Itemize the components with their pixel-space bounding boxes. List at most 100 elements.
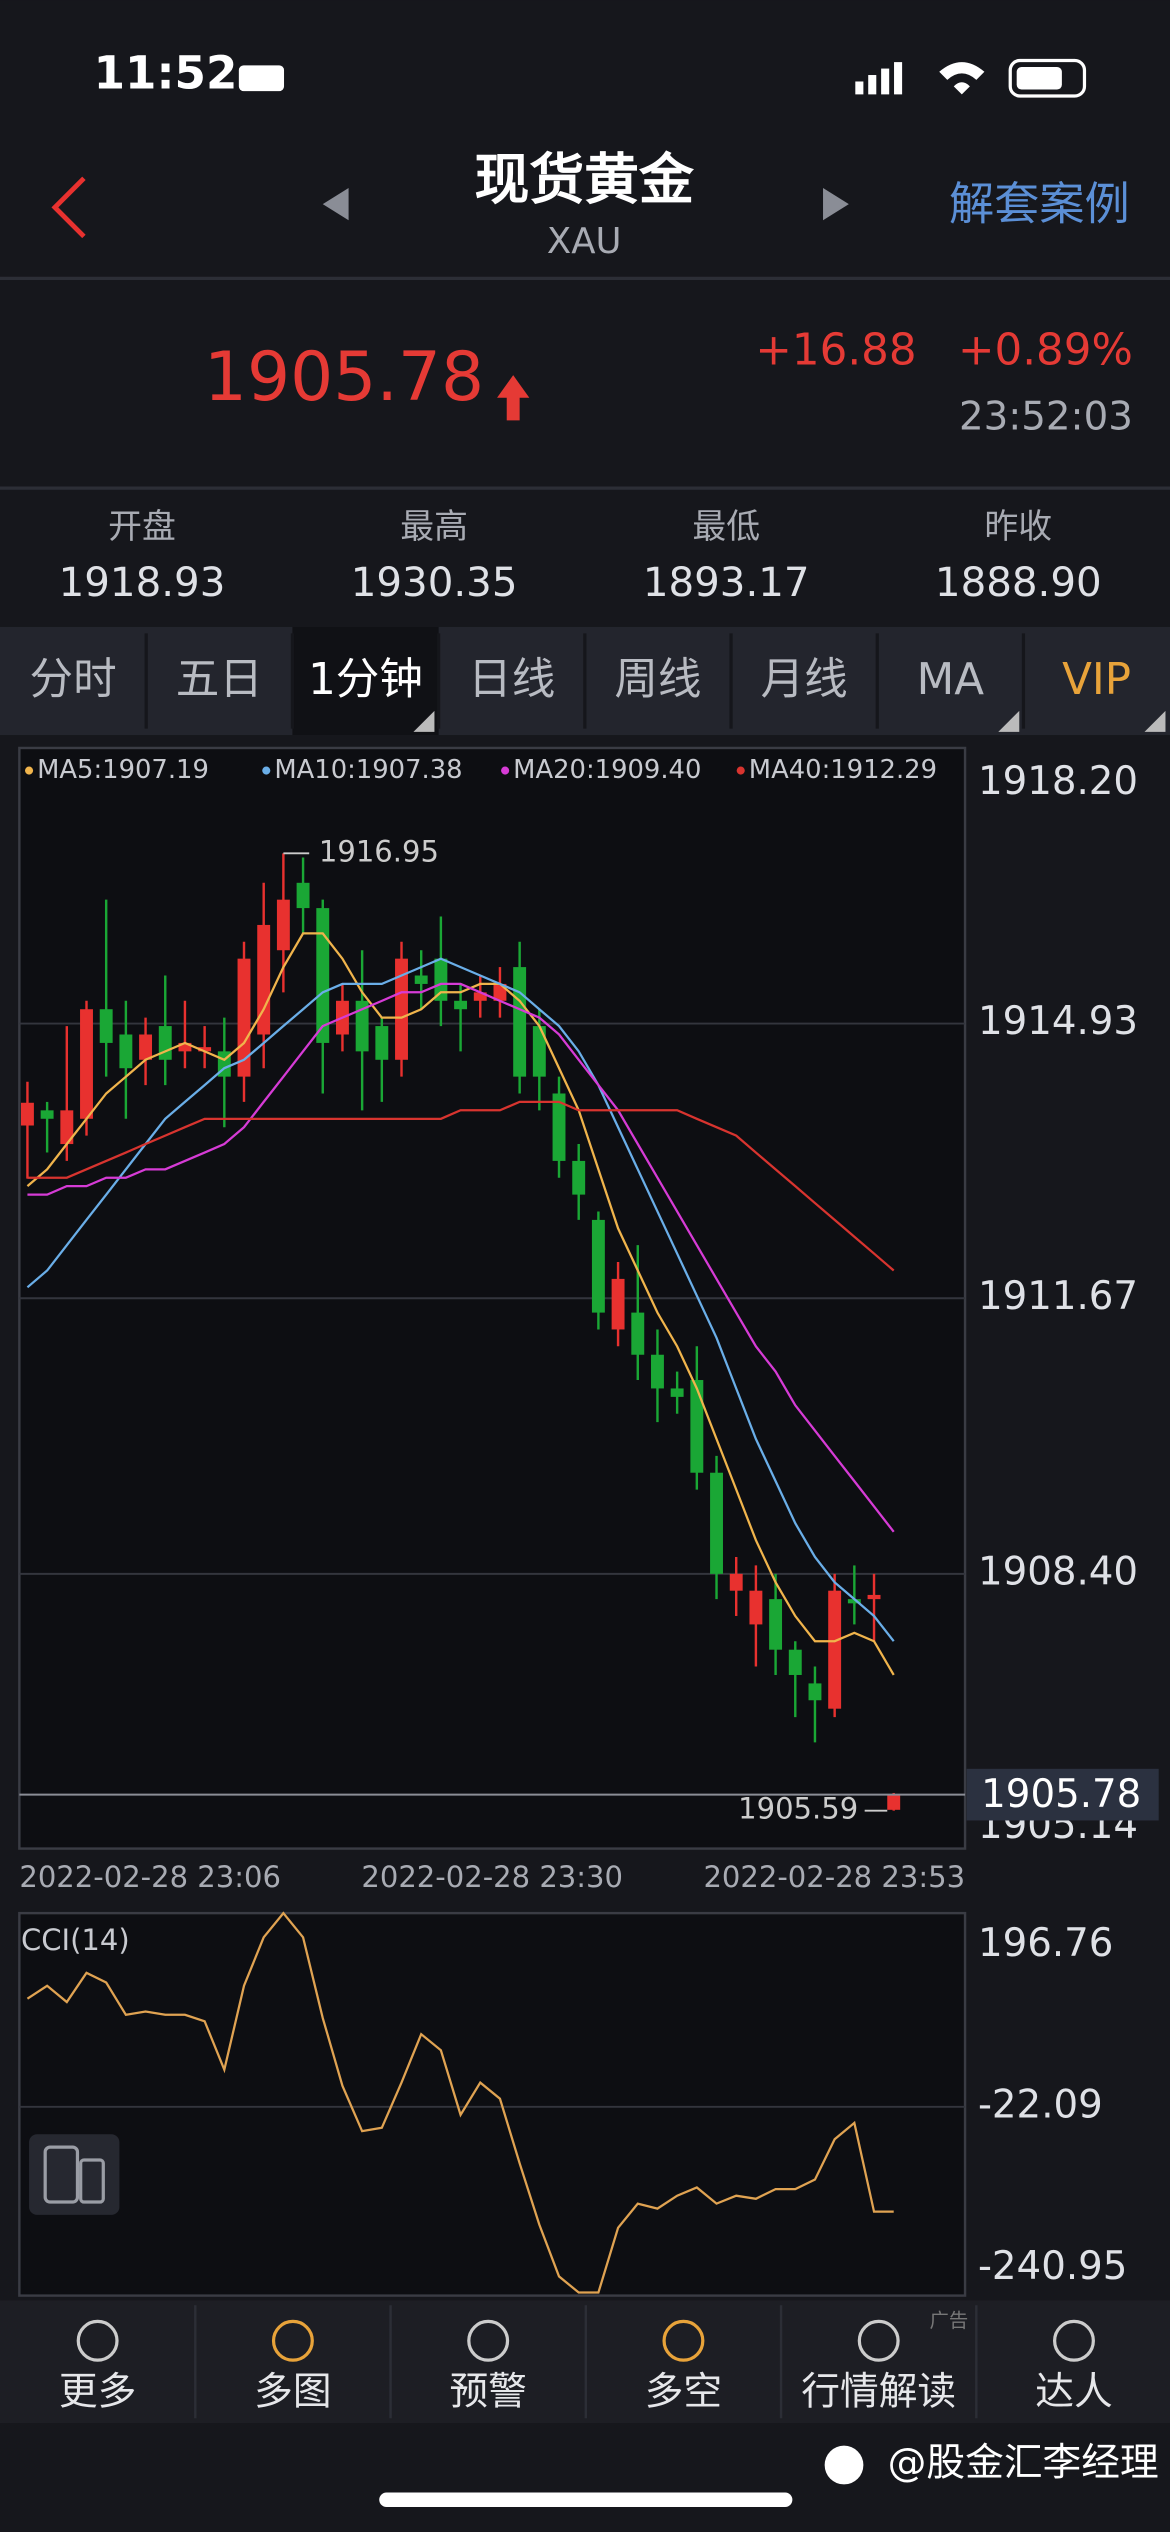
candle-body bbox=[60, 1110, 74, 1145]
tab[interactable]: 周线 bbox=[614, 655, 701, 705]
ma-line bbox=[27, 982, 895, 1533]
candle-body bbox=[355, 1000, 369, 1052]
signal-bar bbox=[868, 75, 877, 95]
y-tick-label: 1911.67 bbox=[978, 1274, 1138, 1319]
candle-body bbox=[670, 1388, 684, 1397]
cci-label: CCI(14) bbox=[21, 1923, 130, 1957]
tab-corner bbox=[1144, 710, 1166, 732]
legend-dot bbox=[262, 766, 271, 775]
tool-button[interactable] bbox=[29, 2134, 120, 2215]
candle-body bbox=[40, 1110, 54, 1119]
candle-body bbox=[316, 908, 330, 1043]
x-tick-label: 2022-02-28 23:53 bbox=[703, 1860, 965, 1894]
candle-body bbox=[552, 1093, 566, 1161]
next-button[interactable] bbox=[823, 187, 849, 221]
nav-label[interactable]: 预警 bbox=[449, 2370, 526, 2415]
battery-icon bbox=[1008, 58, 1087, 98]
tool-icon bbox=[43, 2145, 80, 2204]
subtitle: XAU bbox=[547, 221, 622, 262]
signal-bar bbox=[881, 68, 890, 95]
cci-tick-label: 196.76 bbox=[978, 1921, 1113, 1966]
legend-dot bbox=[25, 766, 34, 775]
tab-corner bbox=[998, 710, 1020, 732]
candle-body bbox=[867, 1594, 881, 1600]
ma-line bbox=[26, 932, 895, 1676]
tab[interactable]: 月线 bbox=[761, 655, 848, 705]
nav-label[interactable]: 行情解读 bbox=[801, 2370, 956, 2415]
home-indicator bbox=[379, 2492, 793, 2508]
active-tab bbox=[292, 626, 439, 736]
candle-body bbox=[513, 967, 527, 1077]
candle-body bbox=[276, 899, 290, 951]
stats: 开盘 1918.93 最高 1930.35 最低 1893.17 昨收 1888.90 bbox=[59, 507, 1102, 606]
back-button[interactable] bbox=[51, 176, 86, 239]
nav-items: 更多 多图 预警 多空 行情解读 达人 bbox=[59, 2305, 1113, 2419]
candle-body bbox=[611, 1278, 625, 1330]
candle-body bbox=[178, 1042, 192, 1052]
high-label: 1916.95 bbox=[319, 834, 439, 868]
candle-body bbox=[20, 1102, 34, 1126]
tab[interactable]: 五日 bbox=[176, 655, 263, 705]
low-label: 1905.59 bbox=[738, 1792, 858, 1826]
nav-icon bbox=[1053, 2319, 1095, 2362]
y-tick-label: 1918.20 bbox=[978, 759, 1138, 804]
cci-frame bbox=[18, 1911, 967, 2297]
tab[interactable]: VIP bbox=[1062, 655, 1131, 705]
candle-body bbox=[198, 1047, 212, 1052]
cci-tick-label: -240.95 bbox=[978, 2244, 1127, 2289]
candle-body bbox=[769, 1599, 783, 1650]
candle-body bbox=[99, 1009, 113, 1043]
candle-body bbox=[631, 1312, 645, 1355]
y-tick-label: 1908.40 bbox=[978, 1549, 1138, 1594]
stat-label: 最低 bbox=[692, 507, 760, 546]
tab[interactable]: 日线 bbox=[468, 655, 555, 705]
stat-label: 昨收 bbox=[984, 507, 1052, 546]
ma-line bbox=[27, 1100, 895, 1272]
candle-body bbox=[572, 1160, 586, 1195]
ad-tag: 广告 bbox=[930, 2309, 969, 2332]
stat-value: 1930.35 bbox=[351, 559, 518, 606]
nav-icon bbox=[271, 2319, 314, 2362]
candle-body bbox=[591, 1219, 605, 1313]
candle-body bbox=[375, 1026, 389, 1060]
stat-label: 开盘 bbox=[108, 507, 176, 546]
candle-body bbox=[454, 1000, 468, 1010]
candle-body bbox=[434, 958, 448, 1001]
cci-line bbox=[26, 1911, 894, 2294]
nav-label[interactable]: 达人 bbox=[1035, 2370, 1112, 2415]
candle-body bbox=[532, 1026, 546, 1077]
legend-dot bbox=[736, 766, 745, 775]
tab[interactable]: 分时 bbox=[30, 655, 117, 705]
header-link[interactable]: 解套案例 bbox=[949, 177, 1130, 230]
tab[interactable]: 1分钟 bbox=[308, 655, 423, 705]
signal-bar bbox=[894, 62, 903, 95]
prev-button[interactable] bbox=[322, 187, 349, 221]
nav-icon bbox=[857, 2319, 900, 2362]
candle-body bbox=[395, 958, 408, 1060]
candle-body bbox=[710, 1472, 723, 1574]
last-price-label: 1905.78 bbox=[981, 1772, 1141, 1817]
candle-body bbox=[828, 1590, 842, 1709]
up-arrow bbox=[497, 375, 530, 421]
nav-label[interactable]: 更多 bbox=[59, 2370, 136, 2415]
change-pct: +0.89% bbox=[958, 326, 1133, 376]
status-icons bbox=[238, 58, 1087, 98]
stat-value: 1918.93 bbox=[59, 559, 226, 606]
tabs: 分时 五日 1分钟 日线 周线 月线 MA VIP bbox=[30, 626, 1166, 736]
nav-label[interactable]: 多空 bbox=[645, 2370, 722, 2415]
candle-body bbox=[729, 1573, 743, 1591]
candle-body bbox=[690, 1380, 704, 1473]
bed-icon bbox=[238, 65, 285, 92]
x-tick-label: 2022-02-28 23:30 bbox=[361, 1860, 623, 1894]
candle-body bbox=[473, 992, 487, 1001]
candle-body bbox=[749, 1590, 763, 1625]
battery-level bbox=[1016, 66, 1062, 90]
chart: 1918.201914.931911.671908.401905.14MA5:1… bbox=[18, 746, 1159, 2297]
y-tick-label: 1914.93 bbox=[978, 999, 1138, 1044]
tab[interactable]: MA bbox=[917, 655, 985, 705]
stat-label: 最高 bbox=[400, 507, 468, 546]
candle-body bbox=[847, 1599, 861, 1604]
nav-label[interactable]: 多图 bbox=[254, 2370, 331, 2415]
nav-icon bbox=[662, 2319, 705, 2362]
